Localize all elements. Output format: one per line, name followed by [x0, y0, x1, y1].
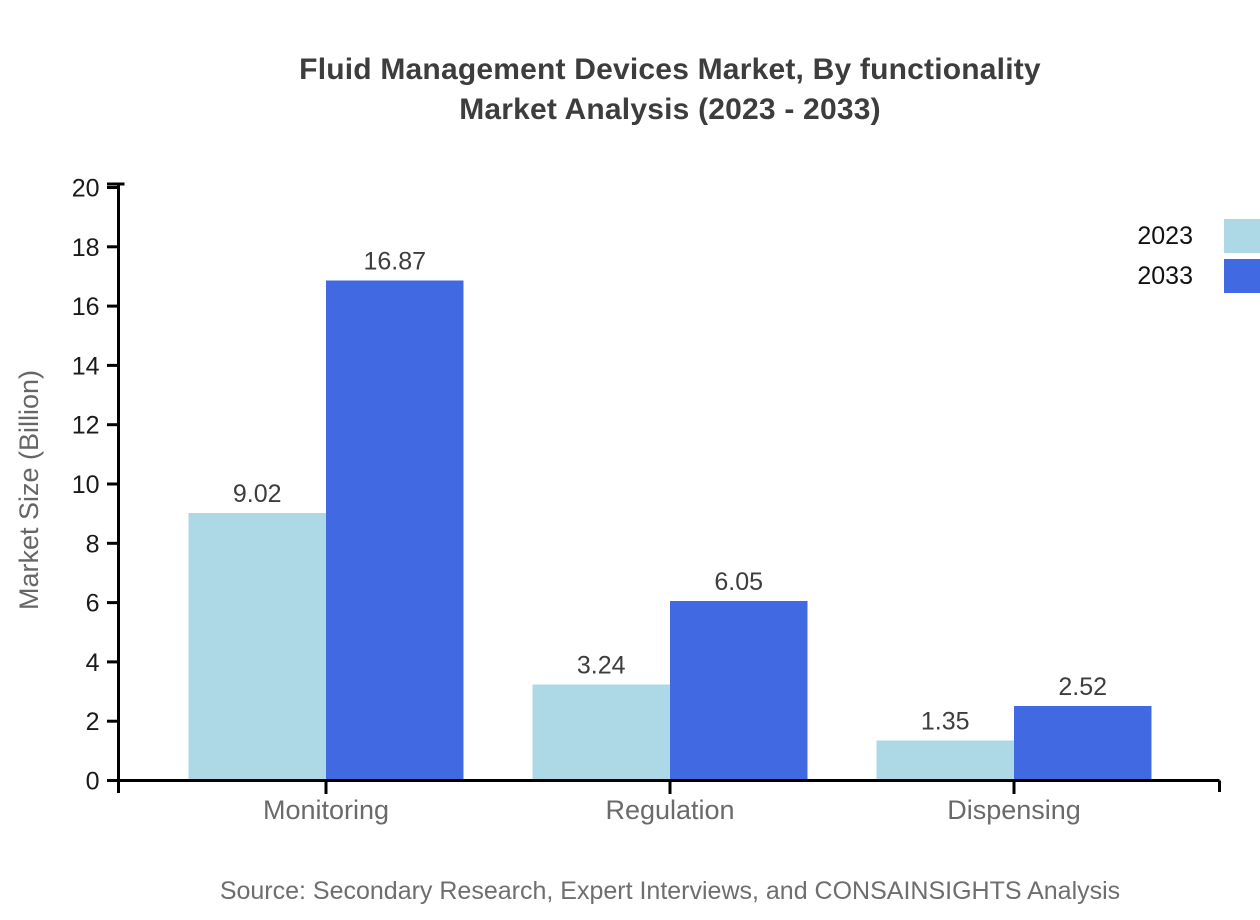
- legend-item-2033: 2033: [1137, 259, 1260, 293]
- category-label-dispensing: Dispensing: [947, 795, 1081, 825]
- bar-2023-dispensing: [876, 740, 1014, 781]
- bar-2033-regulation: [670, 601, 808, 781]
- value-label-2023-regulation: 3.24: [577, 651, 626, 679]
- category-label-regulation: Regulation: [605, 795, 734, 825]
- y-tick-label-16: 16: [72, 293, 100, 321]
- y-tick-label-10: 10: [72, 471, 100, 499]
- chart-title-line2: Market Analysis (2023 - 2033): [459, 93, 881, 126]
- y-tick-label-0: 0: [86, 768, 100, 796]
- value-label-2033-monitoring: 16.87: [363, 247, 426, 275]
- value-label-2033-regulation: 6.05: [714, 568, 763, 596]
- legend-label-2023: 2023: [1137, 221, 1193, 250]
- legend: 2023 2033: [1137, 219, 1260, 299]
- chart-title-line1: Fluid Management Devices Market, By func…: [299, 53, 1041, 86]
- legend-item-2023: 2023: [1137, 219, 1260, 253]
- y-tick-label-6: 6: [86, 590, 100, 618]
- bar-2023-monitoring: [188, 513, 326, 781]
- legend-swatch-2023: [1224, 219, 1260, 253]
- bar-2033-monitoring: [326, 280, 464, 781]
- y-axis-title: Market Size (Billion): [14, 370, 44, 610]
- y-tick-label-2: 2: [86, 708, 100, 736]
- y-tick-label-8: 8: [86, 530, 100, 558]
- y-tick-label-4: 4: [86, 649, 100, 677]
- value-label-2023-monitoring: 9.02: [233, 480, 282, 508]
- chart-title: Fluid Management Devices Market, By func…: [80, 50, 1260, 130]
- y-tick-label-18: 18: [72, 234, 100, 262]
- bar-2033-dispensing: [1014, 705, 1152, 781]
- legend-label-2033: 2033: [1137, 261, 1193, 290]
- bar-2023-regulation: [532, 684, 670, 781]
- legend-swatch-2033: [1224, 259, 1260, 293]
- value-label-2023-dispensing: 1.35: [921, 707, 970, 735]
- value-label-2033-dispensing: 2.52: [1058, 673, 1107, 701]
- y-tick-label-12: 12: [72, 412, 100, 440]
- source-note: Source: Secondary Research, Expert Inter…: [219, 877, 1121, 905]
- y-tick-label-20: 20: [72, 175, 100, 203]
- y-tick-label-14: 14: [72, 352, 100, 380]
- category-label-monitoring: Monitoring: [263, 795, 389, 825]
